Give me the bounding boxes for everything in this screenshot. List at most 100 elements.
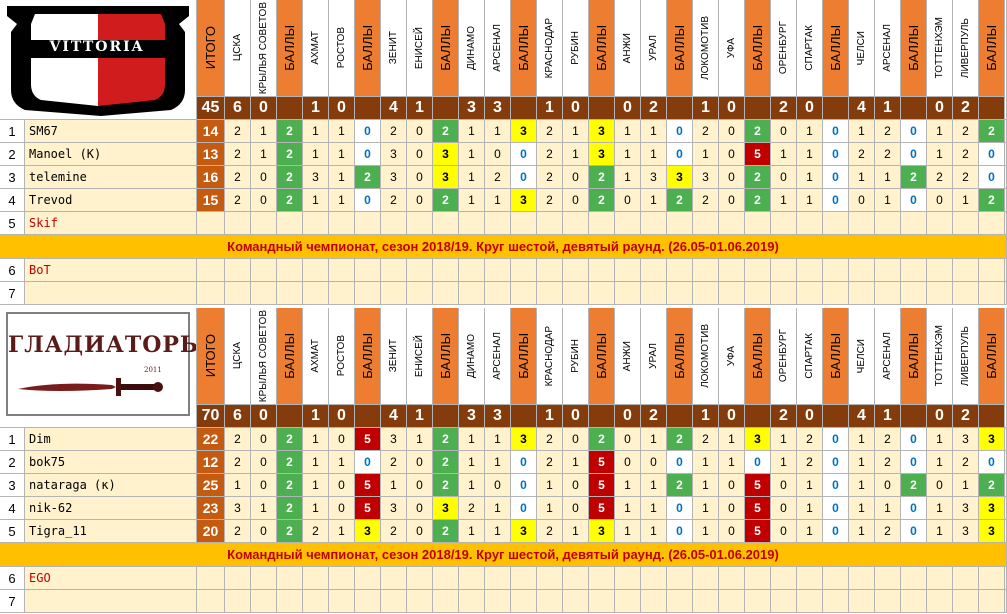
predicted-away: 1: [251, 497, 277, 520]
match-score: 0: [797, 97, 823, 120]
predicted-away: 1: [563, 451, 589, 474]
match-score: 3: [459, 97, 485, 120]
team-name: ЗЕНИТ: [387, 31, 399, 65]
player-name: nik-62: [25, 497, 197, 520]
row-number: 3: [0, 474, 25, 497]
points-earned: 0: [511, 474, 537, 497]
match-score: 1: [303, 405, 329, 428]
predicted-away: 0: [329, 428, 355, 451]
predicted-home: 2: [225, 143, 251, 166]
points-earned: 5: [355, 497, 381, 520]
team-name: АНЖИ: [621, 340, 633, 372]
points-earned: 0: [901, 497, 927, 520]
match-score: 3: [459, 405, 485, 428]
itogo-header: ИТОГО: [197, 308, 225, 405]
points-earned: 5: [589, 474, 615, 497]
match-score: 0: [329, 97, 355, 120]
points-earned: 2: [589, 166, 615, 189]
reserve-cell: [459, 282, 485, 305]
points-blank: [745, 97, 771, 120]
predicted-away: 0: [407, 120, 433, 143]
predicted-away: 0: [563, 428, 589, 451]
logo-text: VITTORIA: [49, 39, 145, 55]
points-earned: [433, 212, 459, 235]
predicted-away: 1: [485, 120, 511, 143]
predicted-away: 2: [875, 143, 901, 166]
player-name: bok75: [25, 451, 197, 474]
predicted-away: 1: [875, 189, 901, 212]
points-earned: 5: [589, 497, 615, 520]
points-blank: [511, 405, 537, 428]
points-label: БАЛЛЫ: [516, 25, 531, 71]
points-earned: 0: [511, 166, 537, 189]
points-blank: [511, 97, 537, 120]
team-header: ОРЕНБУРГ: [771, 0, 797, 97]
points-header: БАЛЛЫ: [667, 308, 693, 405]
reserve-cell: [719, 590, 745, 613]
predicted-away: 0: [719, 474, 745, 497]
predicted-home: 1: [303, 189, 329, 212]
predicted-away: 0: [563, 497, 589, 520]
points-earned: 0: [667, 451, 693, 474]
points-header: БАЛЛЫ: [745, 308, 771, 405]
team-logo: VITTORIA: [0, 0, 197, 120]
reserve-cell: [407, 282, 433, 305]
points-header: БАЛЛЫ: [433, 308, 459, 405]
predicted-away: 1: [641, 428, 667, 451]
reserve-cell: [433, 567, 459, 590]
reserve-total: [197, 567, 225, 590]
reserve-cell: [901, 259, 927, 282]
points-header: БАЛЛЫ: [277, 308, 303, 405]
points-earned: 2: [979, 189, 1005, 212]
reserve-cell: [407, 567, 433, 590]
row-number: 6: [0, 259, 25, 282]
reserve-cell: [979, 259, 1005, 282]
team-name: ЛИВЕРПУЛЬ: [959, 325, 971, 387]
points-earned: 2: [277, 189, 303, 212]
points-earned: 2: [433, 428, 459, 451]
predicted-home: 1: [615, 143, 641, 166]
team-name: ОРЕНБУРГ: [777, 21, 789, 75]
predicted-home: 2: [693, 189, 719, 212]
player-total: 20: [197, 520, 225, 543]
reserve-cell: [927, 282, 953, 305]
reserve-cell: [355, 259, 381, 282]
points-earned: 3: [355, 520, 381, 543]
reserve-cell: [251, 567, 277, 590]
player-name: Dim: [25, 428, 197, 451]
reserve-cell: [693, 567, 719, 590]
predicted-away: 1: [329, 451, 355, 474]
row-number: 5: [0, 212, 25, 235]
row-number: 3: [0, 166, 25, 189]
predicted-home: 0: [927, 474, 953, 497]
points-earned: 0: [823, 143, 849, 166]
points-header: БАЛЛЫ: [511, 0, 537, 97]
predicted-home: 2: [459, 497, 485, 520]
reserve-cell: [901, 590, 927, 613]
reserve-cell: [901, 282, 927, 305]
reserve-cell: [797, 590, 823, 613]
predicted-home: 1: [771, 428, 797, 451]
points-label: БАЛЛЫ: [906, 333, 921, 379]
points-label: БАЛЛЫ: [360, 333, 375, 379]
points-earned: 3: [511, 520, 537, 543]
points-blank: [277, 405, 303, 428]
reserve-cell: [381, 567, 407, 590]
team-name: УФА: [725, 37, 737, 59]
reserve-cell: [693, 590, 719, 613]
reserve-cell: [641, 567, 667, 590]
points-earned: 0: [979, 143, 1005, 166]
reserve-cell: [485, 282, 511, 305]
player-name: Trevod: [25, 189, 197, 212]
predicted-home: 1: [849, 451, 875, 474]
reserve-cell: [745, 567, 771, 590]
predicted-away: 1: [485, 520, 511, 543]
row-number: 4: [0, 497, 25, 520]
match-score: 4: [381, 405, 407, 428]
points-earned: 0: [355, 120, 381, 143]
match-score: 2: [771, 97, 797, 120]
predicted-home: 1: [459, 143, 485, 166]
match-score: 4: [849, 97, 875, 120]
points-earned: [901, 212, 927, 235]
points-earned: 2: [355, 166, 381, 189]
